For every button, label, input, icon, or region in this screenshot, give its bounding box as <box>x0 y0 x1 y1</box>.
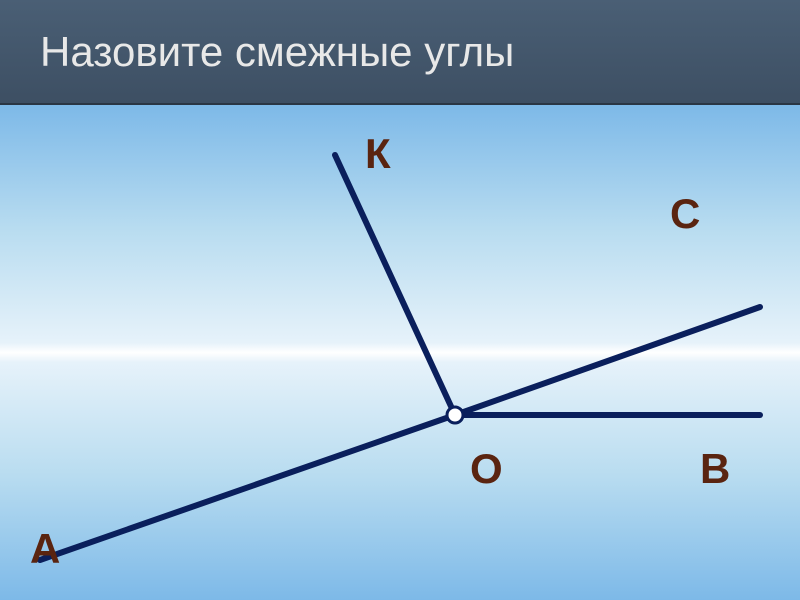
main-container: Назовите смежные углы К С В О А <box>0 0 800 600</box>
label-C: С <box>670 190 700 238</box>
header-title: Назовите смежные углы <box>40 28 514 76</box>
ray-OC <box>455 307 760 415</box>
header-bar: Назовите смежные углы <box>0 0 800 105</box>
label-A: А <box>30 525 60 573</box>
geometry-diagram <box>0 105 800 600</box>
label-B: В <box>700 445 730 493</box>
vertex-point-O <box>447 407 463 423</box>
ray-OK <box>335 155 455 415</box>
ray-OA <box>40 415 455 560</box>
label-O: О <box>470 445 503 493</box>
diagram-area: К С В О А <box>0 105 800 600</box>
label-K: К <box>365 130 391 178</box>
